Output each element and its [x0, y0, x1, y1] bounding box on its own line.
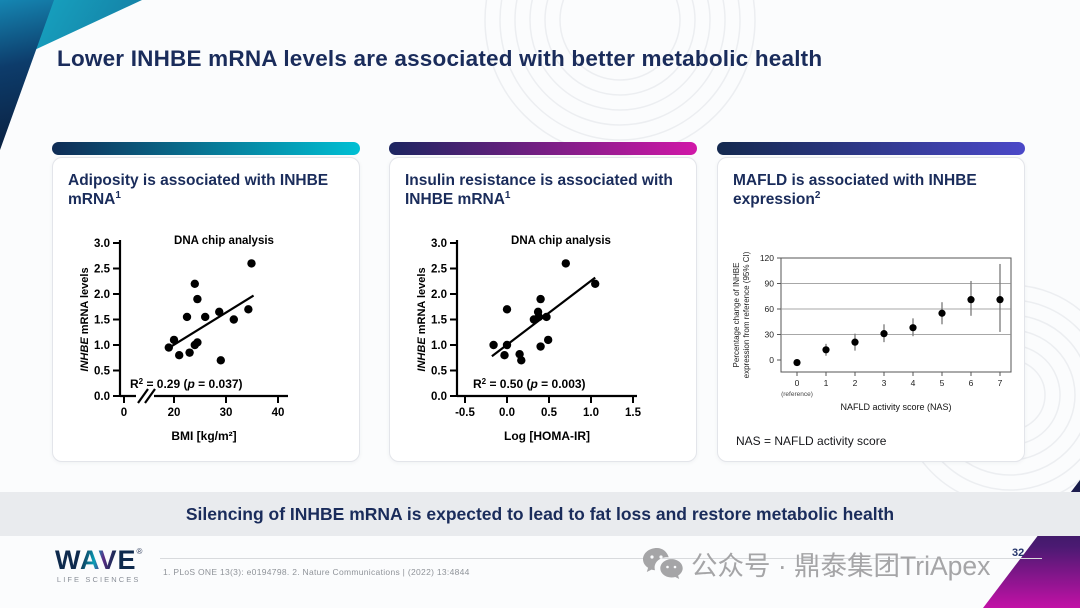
scatter-chart-homa-vs-inhbe: 0.0 0.5 1.0 1.5 2.0 2.5 3.0 -0.5 0.0 0.5 1.0 1.5 DNA… — [416, 235, 642, 443]
panel-insulin-title-text: Insulin resistance is associated with IN… — [405, 172, 673, 209]
panel-adiposity-accent-bar — [52, 142, 360, 155]
svg-text:NAFLD activity score (NAS): NAFLD activity score (NAS) — [840, 402, 951, 412]
scatter-chart-bmi-vs-inhbe: 0.0 0.5 1.0 1.5 2.0 2.5 3.0 0 20 30 40 DNA chip ana… — [79, 235, 288, 443]
svg-text:3.0: 3.0 — [94, 238, 110, 250]
svg-text:Log [HOMA-IR]: Log [HOMA-IR] — [504, 429, 590, 443]
svg-text:6: 6 — [969, 378, 974, 388]
error-bar-chart-nas-vs-inhbe: 0 30 60 90 120 0 1 2 3 4 5 6 7 (reference) NAFLD activ… — [732, 251, 1012, 412]
svg-text:1.0: 1.0 — [583, 407, 599, 419]
svg-text:7: 7 — [998, 378, 1003, 388]
svg-text:0.5: 0.5 — [541, 407, 558, 419]
panel-mafld-body: MAFLD is associated with INHBE expressio… — [717, 157, 1025, 462]
svg-text:5: 5 — [940, 378, 945, 388]
svg-text:0: 0 — [795, 378, 800, 388]
svg-text:4: 4 — [911, 378, 916, 388]
svg-text:1.0: 1.0 — [431, 340, 447, 352]
panel-adiposity-title: Adiposity is associated with INHBE mRNA1 — [68, 171, 344, 210]
svg-text:INHBE mRNA levels: INHBE mRNA levels — [79, 267, 91, 371]
panel-mafld: MAFLD is associated with INHBE expressio… — [717, 142, 1025, 465]
logo-wordmark: WAVE — [55, 545, 137, 575]
svg-text:2.5: 2.5 — [94, 263, 111, 275]
wave-life-sciences-logo: WAVE® LIFE SCIENCES — [55, 545, 143, 585]
wechat-watermark: 公众号 · 鼎泰集团TriApex — [642, 544, 990, 583]
svg-text:1.5: 1.5 — [431, 314, 448, 326]
svg-text:0.0: 0.0 — [431, 391, 447, 403]
svg-text:0.0: 0.0 — [94, 391, 110, 403]
panel-adiposity-title-text: Adiposity is associated with INHBE mRNA — [68, 172, 329, 209]
svg-text:2: 2 — [853, 378, 858, 388]
svg-text:DNA chip analysis: DNA chip analysis — [174, 235, 274, 247]
svg-text:0.5: 0.5 — [431, 365, 448, 377]
svg-text:0: 0 — [769, 355, 774, 365]
svg-text:Percentage change of INHBE: Percentage change of INHBE — [732, 262, 741, 367]
svg-text:(reference): (reference) — [781, 391, 813, 398]
panel-insulin-title: Insulin resistance is associated with IN… — [405, 171, 681, 210]
svg-text:2.5: 2.5 — [431, 263, 448, 275]
svg-text:20: 20 — [168, 407, 181, 419]
svg-text:R2 = 0.29 (p = 0.037): R2 = 0.29 (p = 0.037) — [130, 377, 243, 391]
svg-text:0.0: 0.0 — [499, 407, 515, 419]
svg-text:DNA chip analysis: DNA chip analysis — [511, 235, 611, 247]
svg-text:R2 = 0.50 (p = 0.003): R2 = 0.50 (p = 0.003) — [473, 377, 586, 391]
panel-insulin-body: Insulin resistance is associated with IN… — [389, 157, 697, 462]
conclusion-banner: Silencing of INHBE mRNA is expected to l… — [0, 492, 1080, 536]
svg-text:expression from reference (95%: expression from reference (95% CI) — [742, 251, 751, 378]
svg-text:90: 90 — [765, 278, 775, 288]
panel-mafld-accent-bar — [717, 142, 1025, 155]
panel-insulin-title-superscript: 1 — [504, 190, 511, 202]
panel-mafld-title: MAFLD is associated with INHBE expressio… — [733, 171, 1009, 210]
svg-text:1: 1 — [824, 378, 829, 388]
svg-text:1.5: 1.5 — [94, 314, 111, 326]
slide-title: Lower INHBE mRNA levels are associated w… — [57, 46, 823, 71]
svg-text:BMI [kg/m²]: BMI [kg/m²] — [171, 429, 236, 443]
wechat-icon — [643, 547, 683, 579]
svg-text:30: 30 — [765, 329, 775, 339]
svg-text:40: 40 — [272, 407, 285, 419]
page-number: 32 — [1012, 547, 1025, 559]
registered-mark: ® — [136, 547, 143, 556]
svg-text:30: 30 — [220, 407, 233, 419]
panel-adiposity-title-superscript: 1 — [115, 190, 121, 202]
svg-text:60: 60 — [765, 304, 775, 314]
panel-adiposity-body: Adiposity is associated with INHBE mRNA1… — [52, 157, 360, 462]
panel-mafld-title-text: MAFLD is associated with INHBE expressio… — [733, 172, 977, 209]
panel-insulin-resistance: Insulin resistance is associated with IN… — [389, 142, 697, 465]
footer-citation: 1. PLoS ONE 13(3): e0194798. 2. Nature C… — [163, 567, 470, 577]
svg-text:0: 0 — [121, 407, 127, 419]
svg-text:1.5: 1.5 — [625, 407, 642, 419]
svg-text:0.5: 0.5 — [94, 365, 111, 377]
svg-text:-0.5: -0.5 — [455, 407, 475, 419]
svg-text:2.0: 2.0 — [431, 289, 447, 301]
panel-insulin-accent-bar — [389, 142, 697, 155]
svg-text:INHBE mRNA levels: INHBE mRNA levels — [416, 267, 428, 371]
svg-text:3.0: 3.0 — [431, 238, 447, 250]
logo-subtitle: LIFE SCIENCES — [56, 575, 141, 584]
footer-divider — [160, 558, 1042, 559]
nas-abbreviation-note: NAS = NAFLD activity score — [736, 433, 887, 448]
svg-text:120: 120 — [760, 253, 774, 263]
conclusion-banner-text: Silencing of INHBE mRNA is expected to l… — [185, 503, 895, 524]
svg-text:3: 3 — [882, 378, 887, 388]
svg-text:1.0: 1.0 — [94, 340, 110, 352]
svg-text:2.0: 2.0 — [94, 289, 110, 301]
panel-mafld-title-superscript: 2 — [814, 190, 821, 202]
panel-adiposity: Adiposity is associated with INHBE mRNA1… — [52, 142, 360, 465]
watermark-text: 公众号 · 鼎泰集团TriApex — [691, 551, 991, 581]
